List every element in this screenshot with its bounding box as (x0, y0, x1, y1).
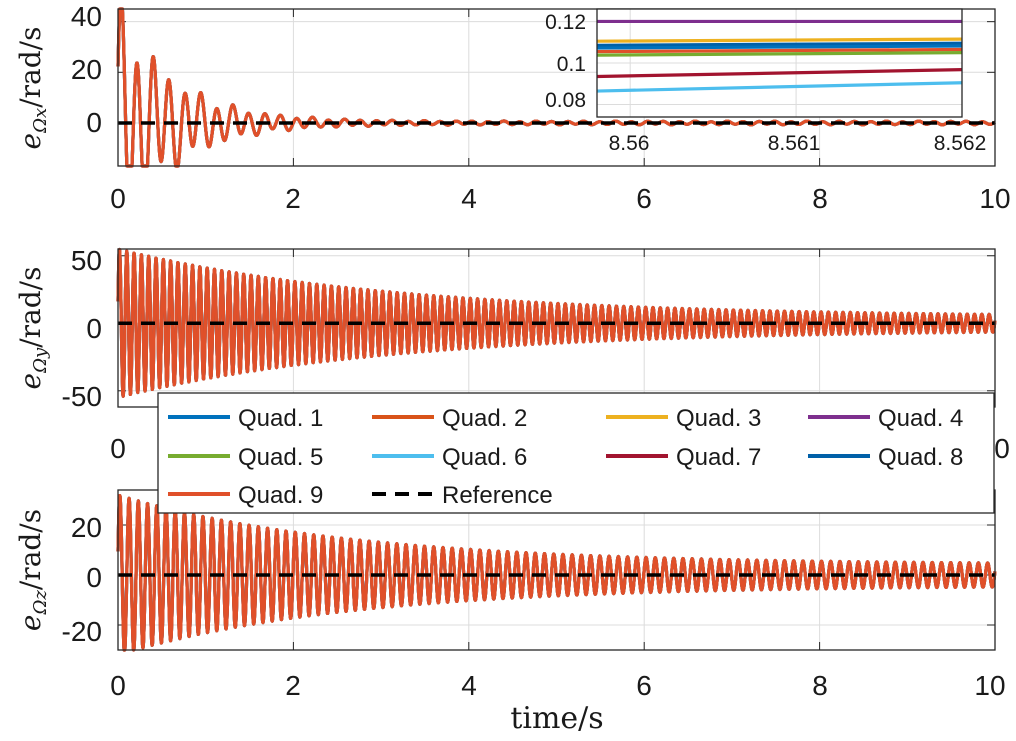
x-tick-label: 10 (979, 183, 1010, 214)
y-tick-label: 40 (71, 1, 102, 32)
x-tick-label-occluded: 0 (994, 433, 1010, 464)
y-label-unit: /rad/s (14, 27, 47, 108)
x-tick-label: 4 (461, 183, 477, 214)
panel-bottom-y-axis-label: eΩz/rad/s (14, 509, 51, 631)
svg-text:eΩy/rad/s: eΩy/rad/s (14, 267, 51, 390)
inset-x-tick-label: 8.561 (768, 132, 821, 155)
svg-text:eΩx/rad/s: eΩx/rad/s (14, 27, 51, 150)
y-label-symbol: e (14, 615, 47, 632)
y-label-unit: /rad/s (14, 509, 47, 590)
x-tick-label: 6 (636, 670, 652, 701)
inset-series-line-quad7 (596, 68, 963, 79)
x-tick-label: 8 (812, 670, 828, 701)
x-axis-label: time/s (510, 701, 603, 736)
inset-x-tick-label: 8.56 (609, 132, 650, 155)
legend-label: Quad. 5 (238, 444, 323, 471)
inset-series-line-quad1 (596, 44, 963, 50)
x-tick-label: 6 (636, 183, 652, 214)
x-tick-label: 10 (974, 670, 1005, 701)
svg-text:eΩz/rad/s: eΩz/rad/s (14, 509, 51, 631)
panel-top: 0 20 40 0 2 4 6 8 10 eΩx/rad/s 0.08 0.1 … (14, 1, 1011, 214)
panel-middle-y-axis-label: eΩy/rad/s (14, 267, 51, 390)
y-label-unit: /rad/s (14, 267, 47, 348)
y-tick-label: 0 (86, 313, 102, 344)
series-line-quad9 (116, 247, 997, 398)
legend-label: Quad. 8 (878, 444, 963, 471)
inset-series-line-quad6 (596, 81, 963, 93)
y-tick-label: 0 (86, 562, 102, 593)
inset-series-line-quad9 (596, 47, 963, 54)
panel-bottom-series (116, 494, 997, 652)
panel-bottom: -20 0 20 0 2 4 6 8 10 time/s eΩz/rad/s (14, 489, 1006, 736)
y-label-symbol: e (14, 373, 47, 390)
legend-label: Quad. 7 (676, 444, 761, 471)
y-label-subscript: Ωx (30, 108, 51, 134)
y-tick-label: -50 (62, 381, 102, 412)
inset-y-tick-label: 0.1 (557, 53, 586, 76)
panel-top-series (116, 7, 997, 168)
legend-label: Quad. 3 (676, 405, 761, 432)
legend-label: Quad. 9 (238, 482, 323, 509)
inset-y-tick-label: 0.12 (545, 11, 586, 34)
x-tick-label: 0 (110, 183, 126, 214)
panel-top-x-ticks: 0 2 4 6 8 10 (110, 183, 1010, 214)
legend-entries: Quad. 1 Quad. 2 Quad. 3 Quad. 4 Quad. 5 Quad.… (168, 405, 963, 509)
x-tick-label: 4 (461, 670, 477, 701)
inset-zoom: 0.08 0.1 0.12 8.56 8.561 8.562 (545, 8, 987, 155)
y-tick-label: 50 (71, 245, 102, 276)
panel-middle-series (116, 247, 997, 398)
inset-series (596, 19, 963, 93)
panel-top-y-ticks: 0 20 40 (71, 1, 102, 138)
inset-axes-box (596, 8, 963, 118)
inset-series-line-quad8 (596, 41, 963, 47)
y-tick-label: -20 (62, 616, 102, 647)
y-tick-label: 20 (71, 512, 102, 543)
panel-top-axes-box (117, 8, 996, 167)
x-tick-label: 2 (285, 670, 301, 701)
x-tick-label: 2 (285, 183, 301, 214)
y-tick-label: 0 (86, 107, 102, 138)
legend-box (157, 392, 995, 514)
legend-label: Quad. 4 (878, 405, 963, 432)
x-tick-label: 8 (812, 183, 828, 214)
y-label-subscript: Ωz (30, 590, 51, 616)
legend-label: Quad. 6 (442, 444, 527, 471)
series-line-quad9 (116, 494, 997, 652)
legend: Quad. 1 Quad. 2 Quad. 3 Quad. 4 Quad. 5 Quad.… (157, 392, 995, 514)
inset-series-line-quad3 (596, 37, 963, 43)
inset-series-line-quad5 (596, 51, 963, 57)
panel-top-y-axis-label: eΩx/rad/s (14, 27, 51, 150)
legend-label: Quad. 1 (238, 405, 323, 432)
inset-x-tick-label: 8.562 (934, 132, 987, 155)
inset-y-tick-label: 0.08 (545, 89, 586, 112)
x-tick-label: 0 (110, 670, 126, 701)
x-tick-label: 0 (110, 433, 126, 464)
legend-label: Quad. 2 (442, 405, 527, 432)
legend-label: Reference (442, 482, 553, 509)
y-label-symbol: e (14, 133, 47, 150)
y-tick-label: 20 (71, 54, 102, 85)
y-label-subscript: Ωy (30, 347, 51, 374)
